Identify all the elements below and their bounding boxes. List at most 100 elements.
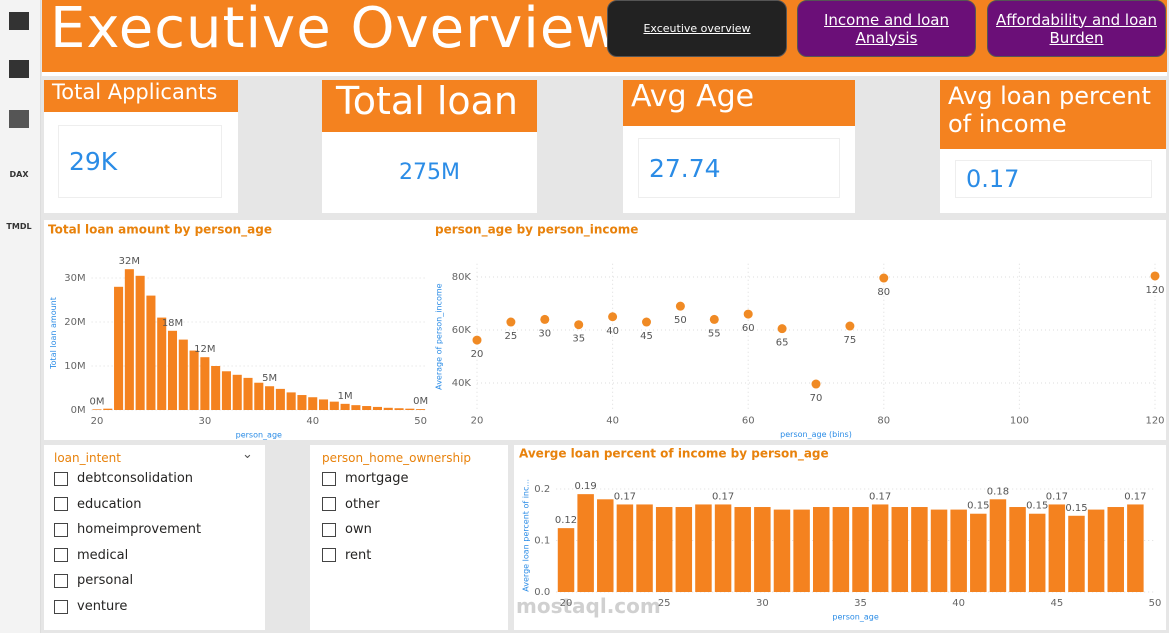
header [42, 0, 1167, 76]
bar [557, 528, 575, 592]
point-label: 30 [538, 328, 551, 339]
y-tick-label: 30M [64, 273, 85, 284]
option-label: other [345, 496, 380, 512]
bar [362, 406, 372, 410]
checkbox[interactable] [322, 548, 336, 563]
bar [254, 382, 264, 410]
y-axis-label: Total loan amount [49, 297, 58, 370]
bar [636, 504, 653, 592]
bar [930, 509, 948, 592]
data-label: 0M [89, 396, 104, 407]
slicer-option[interactable]: rent [322, 548, 371, 563]
bar [329, 401, 339, 410]
x-tick-label: 100 [1010, 416, 1029, 427]
bar [1107, 507, 1124, 592]
y-tick-label: 0.1 [534, 536, 550, 547]
bar [167, 330, 178, 410]
nav-button[interactable]: Exceutive overview [607, 0, 787, 57]
y-tick-label: 60K [452, 325, 472, 336]
bar [714, 504, 732, 592]
bar [754, 507, 771, 592]
bar [577, 494, 594, 592]
point-label: 20 [471, 349, 484, 360]
dropdown-chevron[interactable]: ⌄ [242, 447, 253, 462]
checkbox[interactable] [54, 471, 68, 486]
dax-icon[interactable]: DAX [9, 170, 29, 179]
slicer-option[interactable]: own [322, 522, 372, 537]
x-tick-label: 50 [1149, 598, 1162, 609]
point-label: 60 [742, 323, 755, 334]
point-label: 80 [877, 287, 890, 298]
point-label: 120 [1145, 285, 1164, 296]
slicer-option[interactable]: medical [54, 548, 128, 563]
kpi-label: Total Applicants [44, 80, 238, 112]
kpi-card: Avg loan percent of income 0.17 [940, 80, 1166, 213]
bar [297, 395, 307, 410]
x-tick-label: 20 [91, 416, 104, 427]
data-label: 0.12 [555, 515, 577, 526]
y-tick-label: 80K [452, 272, 472, 283]
bar [265, 386, 275, 410]
point [675, 301, 685, 311]
table-icon[interactable] [9, 60, 29, 78]
bar [114, 286, 124, 410]
option-label: venture [77, 599, 128, 614]
bar [1127, 504, 1144, 592]
point [472, 335, 482, 345]
checkbox[interactable] [54, 573, 68, 588]
kpi-label: Avg Age [623, 79, 855, 126]
slicer-option[interactable]: debtconsolidation [54, 471, 193, 486]
point-label: 45 [640, 331, 653, 342]
slicer-option[interactable]: homeimprovement [54, 522, 201, 537]
checkbox[interactable] [54, 522, 68, 537]
x-tick-label: 30 [756, 598, 769, 609]
option-label: education [77, 496, 142, 512]
tmdl-icon[interactable]: TMDL [6, 222, 32, 231]
point [845, 321, 855, 331]
bar [871, 504, 889, 592]
checkbox[interactable] [322, 497, 336, 512]
checkbox[interactable] [54, 599, 68, 614]
y-tick-label: 0M [71, 405, 86, 416]
bar [308, 397, 318, 410]
bar [695, 504, 712, 592]
bar [383, 407, 393, 410]
nav-button[interactable]: Affordability and loan Burden [987, 0, 1166, 57]
bar [157, 317, 167, 410]
bar [891, 507, 909, 592]
checkbox[interactable] [322, 471, 336, 486]
point-label: 55 [708, 328, 721, 339]
y-tick-label: 10M [64, 361, 85, 372]
slicer-option[interactable]: other [322, 497, 380, 512]
slicer-title: loan_intent [54, 451, 121, 465]
option-label: rent [345, 547, 372, 563]
slicer-title: person_home_ownership [322, 451, 472, 465]
data-label: 0.18 [987, 486, 1009, 497]
report-icon[interactable] [9, 12, 29, 30]
page-title: Executive Overview [50, 0, 623, 61]
point-label: 75 [844, 335, 857, 346]
checkbox[interactable] [54, 548, 68, 563]
kpi-card: Total Applicants 29K [44, 80, 238, 213]
checkbox[interactable] [54, 497, 68, 512]
slicer-option[interactable]: personal [54, 573, 133, 588]
slicer-option[interactable]: mortgage [322, 471, 409, 486]
point-label: 40 [606, 326, 619, 337]
slicer-option[interactable]: venture [54, 599, 127, 614]
bar [773, 509, 791, 592]
bar [793, 509, 810, 592]
model-icon[interactable] [9, 110, 29, 128]
bar [146, 295, 156, 410]
slicer-option[interactable]: education [54, 497, 142, 512]
bar [597, 499, 614, 592]
y-axis-label: Averge loan percent of inc... [522, 479, 531, 592]
checkbox[interactable] [322, 522, 336, 537]
chart-title: Averge loan percent of income by person_… [519, 447, 829, 462]
point-label: 35 [572, 334, 585, 345]
nav-button[interactable]: Income and loan Analysis [797, 0, 976, 57]
kpi-value: 275M [399, 159, 460, 185]
data-label: 0.17 [1124, 491, 1146, 502]
kpi-card: Avg Age 27.74 [623, 79, 855, 213]
point-label: 50 [674, 315, 687, 326]
kpi-card: Total loan 275M [322, 79, 537, 213]
